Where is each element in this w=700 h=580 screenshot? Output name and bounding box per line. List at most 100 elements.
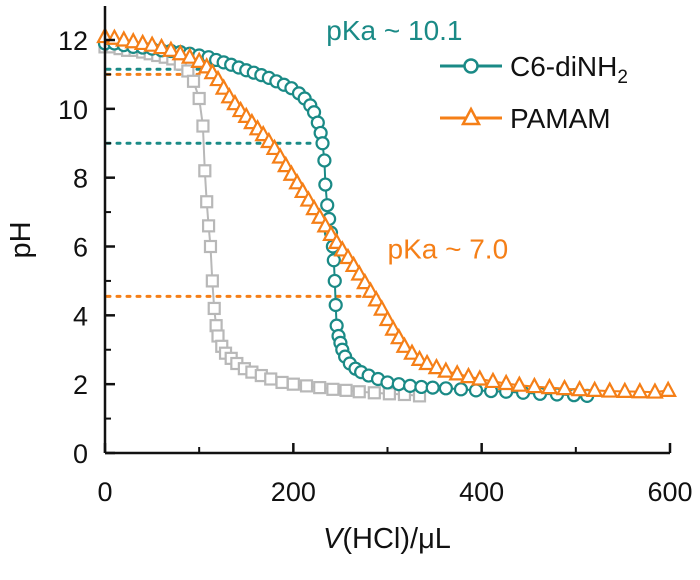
series-line <box>104 35 669 394</box>
data-point <box>124 31 143 49</box>
legend-label-pamam: PAMAM <box>510 103 611 134</box>
data-point <box>570 379 589 397</box>
data-point <box>327 273 342 289</box>
data-point <box>427 357 446 375</box>
legend-marker-c6 <box>463 58 479 74</box>
data-point <box>525 376 544 394</box>
y-axis-title: pH <box>5 221 37 258</box>
data-point <box>367 290 386 307</box>
legend-label-c6: C6-diNH2 <box>510 51 628 88</box>
data-point <box>468 383 484 398</box>
data-point <box>395 336 414 353</box>
data-point <box>326 382 340 396</box>
data-point <box>209 69 227 87</box>
data-point <box>293 181 312 199</box>
data-point <box>299 190 318 207</box>
data-point <box>180 47 199 64</box>
data-point <box>328 297 343 313</box>
data-point <box>171 43 190 61</box>
data-point <box>305 198 323 216</box>
data-point <box>271 147 289 164</box>
y-tick-label: 12 <box>58 26 88 56</box>
data-point <box>339 383 353 397</box>
data-point <box>373 299 391 316</box>
data-point <box>316 216 335 233</box>
y-tick-label: 8 <box>73 164 88 194</box>
data-point <box>414 379 429 395</box>
y-tick-label: 10 <box>58 95 88 125</box>
data-point <box>484 371 502 389</box>
reference-lines <box>105 67 380 298</box>
data-point <box>196 119 210 133</box>
data-point <box>437 361 455 378</box>
data-point <box>192 91 206 106</box>
data-point <box>162 40 180 57</box>
data-point <box>133 33 152 51</box>
data-point <box>344 255 363 273</box>
x-axis-title: V(HCl)/μL <box>323 523 451 555</box>
data-point <box>310 207 329 224</box>
data-point <box>315 136 330 151</box>
data-point <box>275 375 289 390</box>
data-point <box>200 195 214 209</box>
data-point <box>317 153 332 168</box>
data-point <box>326 253 341 268</box>
series-c6-dinh2 <box>97 36 595 403</box>
data-point <box>418 353 436 371</box>
data-point <box>448 364 467 381</box>
data-point <box>318 177 333 192</box>
data-point <box>600 381 619 398</box>
data-point <box>198 164 212 178</box>
data-point <box>299 379 314 393</box>
data-point <box>555 378 574 396</box>
y-tick-label: 6 <box>73 233 88 263</box>
data-point <box>403 343 421 360</box>
data-point <box>114 30 133 47</box>
data-point <box>205 274 219 288</box>
data-point <box>378 309 397 327</box>
data-point <box>320 198 335 213</box>
data-point <box>186 74 201 88</box>
data-point <box>615 381 634 398</box>
y-tick-label: 4 <box>73 301 88 331</box>
data-point <box>659 380 677 397</box>
data-point <box>453 382 469 397</box>
x-tick-label: 200 <box>271 477 316 507</box>
data-point <box>352 385 366 399</box>
data-point <box>190 51 209 68</box>
x-tick-label: 0 <box>97 477 112 507</box>
data-point <box>389 327 408 345</box>
data-point <box>214 78 233 95</box>
data-point <box>143 35 161 52</box>
tick-marks: 0 200 400 600 0 2 4 6 8 10 12 <box>58 26 693 507</box>
pka-annotation-c6: pKa ~ 10.1 <box>326 15 462 46</box>
data-point <box>152 37 171 55</box>
data-point <box>350 264 369 281</box>
x-tick-label: 400 <box>459 477 504 507</box>
series-control <box>98 40 427 403</box>
data-point <box>540 377 559 395</box>
data-point <box>313 381 327 395</box>
data-point <box>459 366 478 384</box>
pka-annotation-pamam: pKa ~ 7.0 <box>388 234 509 265</box>
data-point <box>203 239 218 254</box>
y-tick-label: 2 <box>73 370 88 400</box>
data-point <box>497 373 515 391</box>
data-point <box>265 138 284 156</box>
data-point <box>367 386 381 400</box>
data-point <box>631 381 649 399</box>
data-point <box>380 375 395 390</box>
data-point <box>356 272 374 290</box>
data-point <box>510 375 529 392</box>
data-point <box>585 380 604 397</box>
data-point <box>361 281 380 298</box>
legend-marker-pamam <box>460 106 482 126</box>
data-point <box>288 173 306 190</box>
series-line <box>105 45 420 397</box>
annotations: pKa ~ 10.1 pKa ~ 7.0 <box>326 15 508 265</box>
series-pamam <box>96 26 677 399</box>
data-series <box>96 26 677 403</box>
data-point <box>282 164 301 181</box>
data-point <box>425 380 440 395</box>
